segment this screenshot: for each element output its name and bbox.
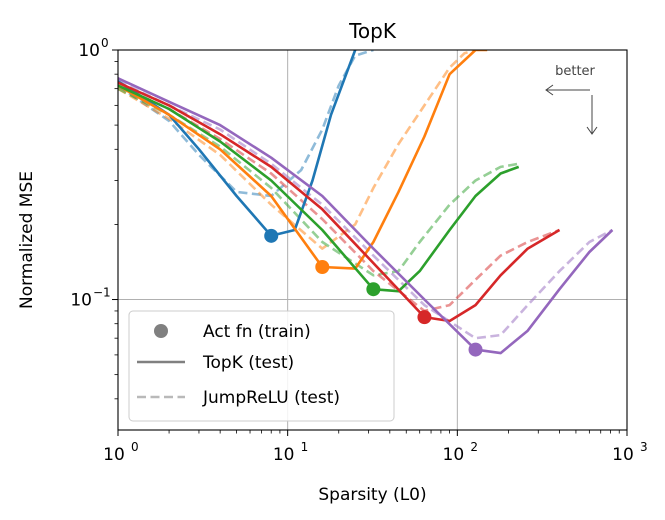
x-tick-exponent: 3 (640, 440, 648, 454)
x-tick-label: 10 (273, 445, 295, 465)
jumprelu-line-5 (118, 80, 614, 340)
legend: Act fn (train) TopK (test) JumpReLU (test) (128, 310, 395, 422)
train-point-1 (264, 228, 279, 243)
x-tick-label: 10 (612, 445, 634, 465)
topk-line-2 (118, 50, 488, 270)
x-tick-label: 10 (443, 445, 465, 465)
legend-label: TopK (test) (202, 353, 294, 373)
x-tick-exponent: 1 (301, 440, 309, 454)
topk-line-5 (118, 77, 614, 355)
series-clip-group (118, 50, 614, 357)
train-point-2 (315, 260, 330, 275)
left-arrow-head-icon (545, 84, 554, 96)
legend-marker-icon (154, 324, 168, 338)
y-tick-exponent: 0 (101, 36, 109, 50)
plot-frame (117, 49, 628, 431)
y-tick-label: 10 (70, 291, 92, 311)
train-point-3 (366, 282, 381, 297)
series-layer (118, 50, 614, 357)
topk-line-3 (118, 84, 520, 293)
topk-line-4 (118, 81, 561, 323)
x-axis-label: Sparsity (L0) (318, 485, 426, 505)
legend-label: JumpReLU (test) (202, 388, 340, 408)
y-tick-exponent: −1 (93, 286, 111, 300)
chart-title: TopK (348, 19, 397, 43)
better-annotation: better (545, 64, 598, 135)
jumprelu-line-2 (118, 50, 476, 250)
x-tick-label: 10 (103, 445, 125, 465)
y-tick-label: 10 (78, 41, 100, 61)
ticks: 10 0 10 1 10 2 10 310 −110 0 (70, 36, 647, 465)
x-tick-exponent: 0 (131, 440, 139, 454)
jumprelu-line-3 (118, 87, 519, 277)
train-point-5 (468, 342, 483, 357)
legend-label: Act fn (train) (203, 322, 311, 342)
y-axis-label: Normalized MSE (17, 171, 37, 309)
better-label: better (555, 64, 595, 79)
x-tick-exponent: 2 (470, 440, 478, 454)
train-point-4 (417, 310, 432, 325)
legend-box (128, 310, 395, 422)
down-arrow-head-icon (586, 126, 598, 135)
